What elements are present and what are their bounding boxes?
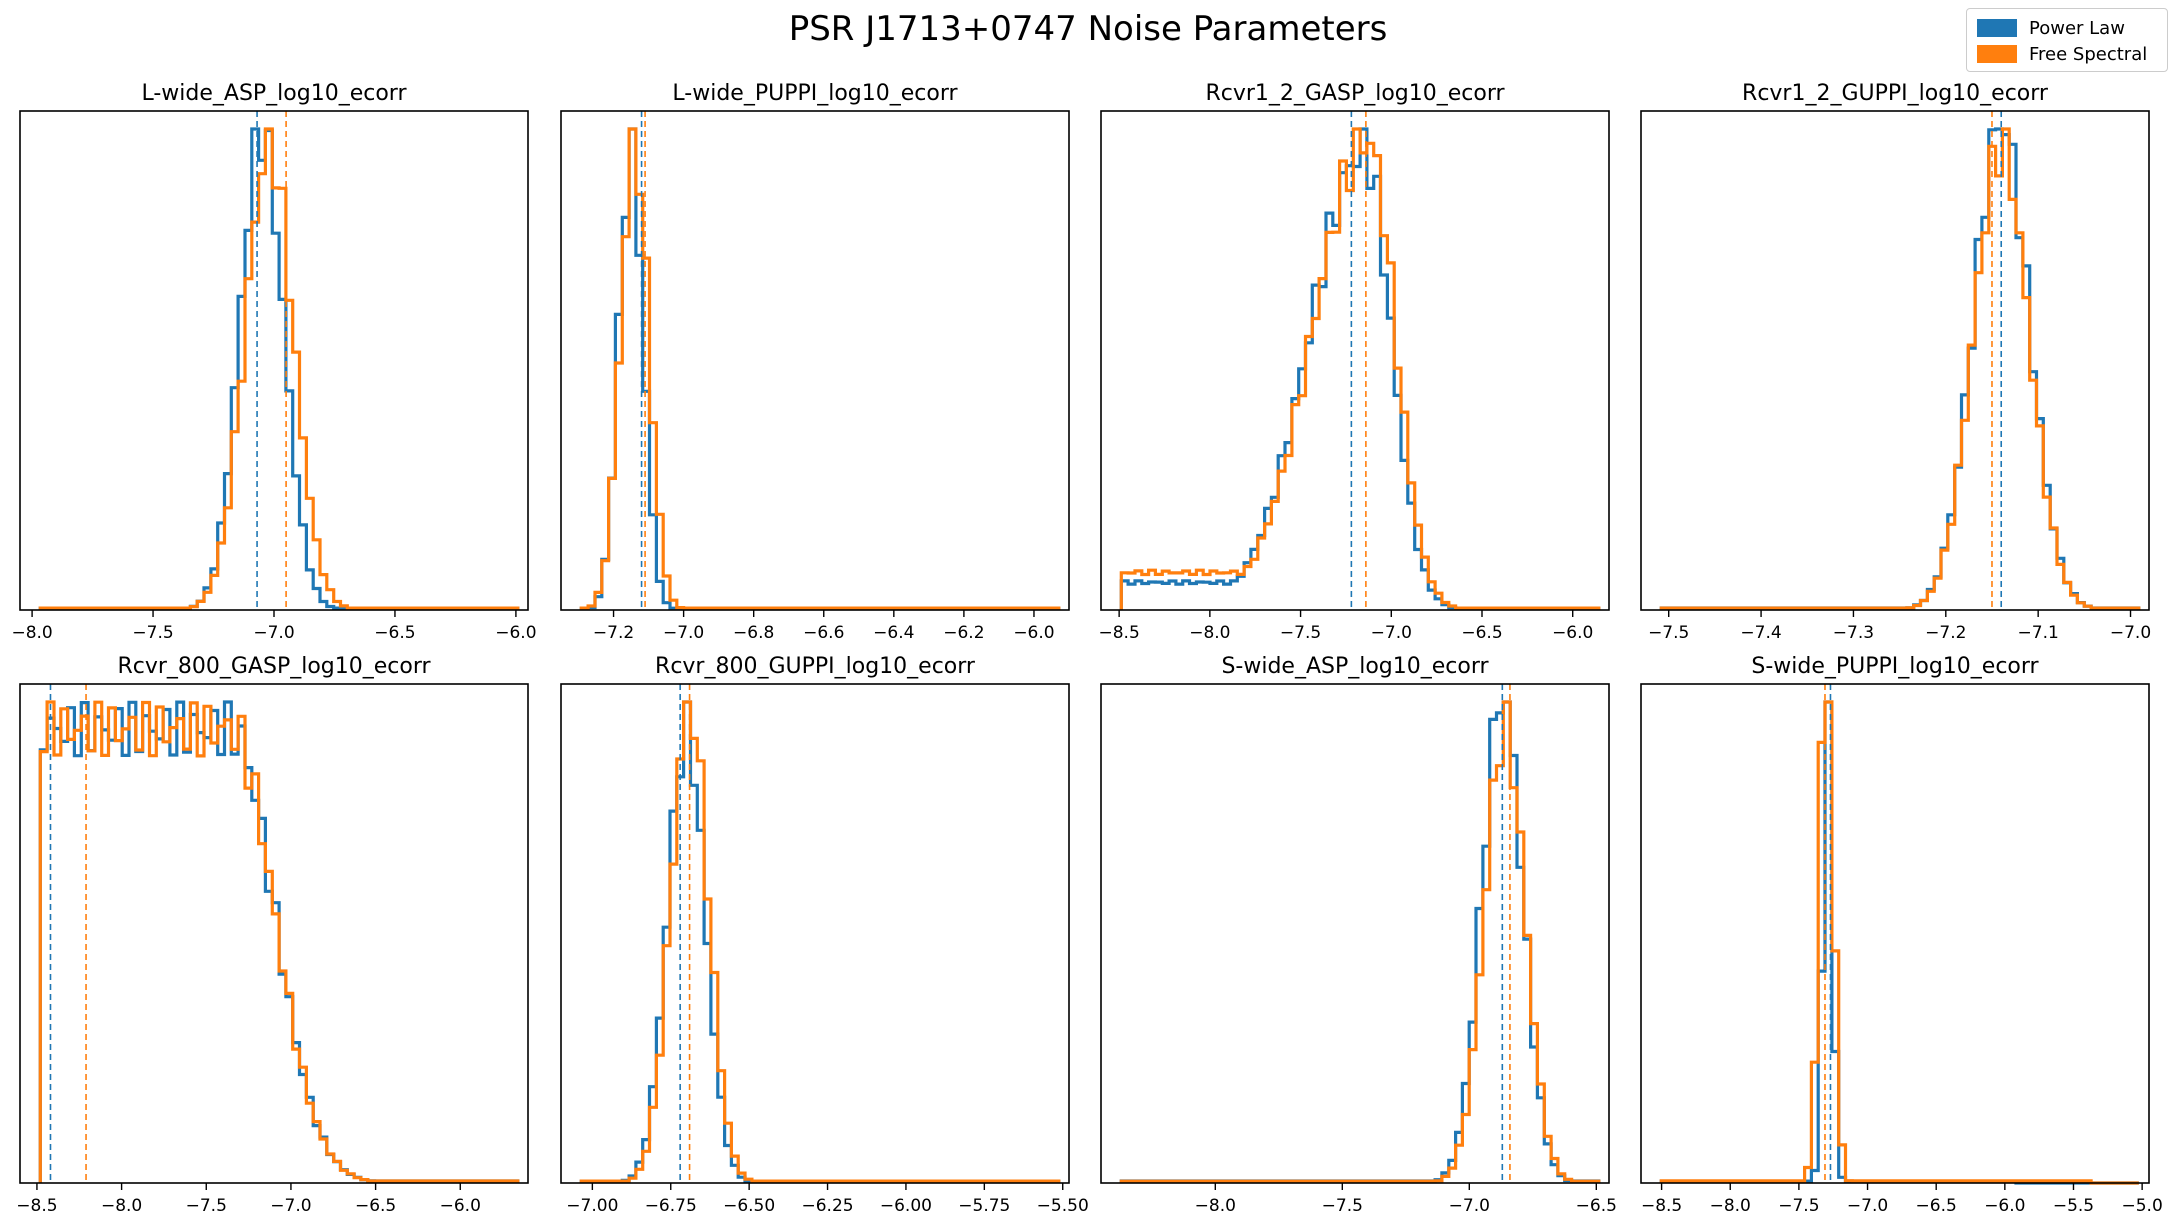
x-tick-label: −7.5	[186, 1196, 227, 1216]
x-tick-label: −7.4	[1740, 623, 1781, 643]
histogram-power-law	[579, 127, 1061, 610]
histogram-free-spectral	[1119, 127, 1601, 610]
x-tick-label: −6.0	[1552, 623, 1593, 643]
x-tick-label: −7.0	[1371, 623, 1412, 643]
x-tick-label: −5.0	[2121, 1196, 2162, 1216]
legend-label-free-spectral: Free Spectral	[2029, 43, 2148, 65]
histogram-free-spectral	[579, 700, 1061, 1183]
panel-2: L-wide_PUPPI_log10_ecorr −7.2 −7.0 −6.8 −6.6…	[560, 81, 1070, 643]
legend-swatch-free-spectral	[1977, 45, 2017, 63]
x-tick-label: −8.0	[11, 623, 52, 643]
axes-frame	[1640, 683, 2150, 1184]
histogram-power-law	[1659, 700, 2139, 1185]
x-tick-label: −7.00	[566, 1196, 618, 1216]
x-tick-label: −5.75	[958, 1196, 1010, 1216]
x-tick-label: −8.5	[1641, 1196, 1682, 1216]
legend-swatch-power-law	[1977, 19, 2017, 37]
x-tick-label: −6.5	[374, 623, 415, 643]
x-tick-label: −6.0	[440, 1196, 481, 1216]
histogram-power-law	[1659, 127, 2141, 610]
panel-title: Rcvr_800_GASP_log10_ecorr	[117, 654, 431, 679]
x-tick-label: −7.5	[132, 623, 173, 643]
panel-title: L-wide_PUPPI_log10_ecorr	[672, 81, 958, 106]
x-tick-label: −6.0	[495, 623, 536, 643]
x-tick-label: −7.0	[1449, 1196, 1490, 1216]
legend: Power Law Free Spectral	[1966, 8, 2168, 72]
x-tick-label: −6.5	[1461, 623, 1502, 643]
x-tick-label: −7.2	[593, 623, 634, 643]
x-tick-label: −7.5	[1322, 1196, 1363, 1216]
panel-1: L-wide_ASP_log10_ecorr −8.0 −7.5 −7.0 −6.5 −6…	[11, 81, 536, 643]
x-tick-label: −8.0	[1195, 1196, 1236, 1216]
x-tick-label: −7.1	[2018, 623, 2059, 643]
panel-4: Rcvr1_2_GUPPI_log10_ecorr −7.5 −7.4 −7.3 −7.…	[1640, 81, 2151, 643]
x-tick-label: −7.0	[2110, 623, 2151, 643]
x-tick-label: −6.6	[803, 623, 844, 643]
axes-frame	[560, 683, 1070, 1184]
x-tick-label: −7.0	[663, 623, 704, 643]
x-tick-label: −6.00	[880, 1196, 932, 1216]
x-tick-label: −6.4	[873, 623, 914, 643]
histogram-free-spectral	[1659, 700, 2139, 1185]
panel-title: L-wide_ASP_log10_ecorr	[141, 81, 407, 106]
x-tick-label: −8.0	[1710, 1196, 1751, 1216]
panel-3: Rcvr1_2_GASP_log10_ecorr −8.5 −8.0 −7.5 −7.0…	[1099, 81, 1610, 643]
histogram-free-spectral	[1659, 127, 2141, 610]
x-tick-label: −7.0	[1847, 1196, 1888, 1216]
panel-title: S-wide_PUPPI_log10_ecorr	[1751, 654, 2039, 679]
panel-title: S-wide_ASP_log10_ecorr	[1221, 654, 1489, 679]
x-tick-label: −6.8	[733, 623, 774, 643]
x-tick-label: −6.5	[355, 1196, 396, 1216]
x-tick-label: −7.0	[253, 623, 294, 643]
panel-6: Rcvr_800_GUPPI_log10_ecorr −7.00 −6.75 −6.5…	[560, 654, 1089, 1216]
panel-title: Rcvr1_2_GASP_log10_ecorr	[1205, 81, 1505, 106]
x-tick-label: −7.5	[1778, 1196, 1819, 1216]
x-tick-label: −8.0	[1189, 623, 1230, 643]
panel-title: Rcvr1_2_GUPPI_log10_ecorr	[1742, 81, 2049, 106]
x-tick-label: −6.25	[801, 1196, 853, 1216]
legend-label-power-law: Power Law	[2029, 17, 2125, 39]
x-tick-label: −6.0	[1013, 623, 1054, 643]
x-tick-label: −6.0	[1984, 1196, 2025, 1216]
histogram-free-spectral	[579, 127, 1061, 610]
axes-frame	[1100, 110, 1610, 611]
histogram-free-spectral	[38, 127, 520, 610]
x-tick-label: −8.5	[1099, 623, 1140, 643]
x-tick-label: −5.50	[1037, 1196, 1089, 1216]
legend-item-free-spectral: Free Spectral	[1977, 42, 2147, 66]
legend-item-power-law: Power Law	[1977, 16, 2125, 40]
x-tick-label: −6.5	[1916, 1196, 1957, 1216]
histogram-power-law	[1119, 700, 1601, 1183]
x-tick-label: −7.5	[1648, 623, 1689, 643]
x-tick-label: −8.0	[101, 1196, 142, 1216]
histogram-power-law	[1119, 127, 1601, 610]
histogram-free-spectral	[38, 700, 520, 1183]
panels-group: L-wide_ASP_log10_ecorr −8.0 −7.5 −7.0 −6.5 −6…	[11, 81, 2162, 1216]
panel-5: Rcvr_800_GASP_log10_ecorr −8.5 −8.0 −7.5 −7.…	[16, 654, 529, 1216]
x-tick-label: −6.50	[723, 1196, 775, 1216]
axes-frame	[1640, 110, 2150, 611]
histogram-power-law	[38, 127, 520, 610]
x-tick-label: −7.5	[1280, 623, 1321, 643]
axes-frame	[19, 110, 529, 611]
figure-title: PSR J1713+0747 Noise Parameters	[789, 9, 1388, 49]
x-tick-label: −6.75	[645, 1196, 697, 1216]
panel-8: S-wide_PUPPI_log10_ecorr −8.5 −8.0 −7.5 −7.0…	[1640, 654, 2163, 1216]
axes-frame	[19, 683, 529, 1184]
histogram-free-spectral	[1119, 700, 1601, 1183]
axes-frame	[560, 110, 1070, 611]
x-tick-label: −7.0	[270, 1196, 311, 1216]
x-tick-label: −6.5	[1576, 1196, 1617, 1216]
panel-7: S-wide_ASP_log10_ecorr −8.0 −7.5 −7.0 −6.5	[1100, 654, 1617, 1216]
x-tick-label: −5.5	[2053, 1196, 2094, 1216]
x-tick-label: −7.2	[1925, 623, 1966, 643]
histogram-power-law	[579, 700, 1061, 1183]
x-tick-label: −7.3	[1833, 623, 1874, 643]
panel-title: Rcvr_800_GUPPI_log10_ecorr	[655, 654, 976, 679]
axes-frame	[1100, 683, 1610, 1184]
x-tick-label: −8.5	[16, 1196, 57, 1216]
x-tick-label: −6.2	[943, 623, 984, 643]
